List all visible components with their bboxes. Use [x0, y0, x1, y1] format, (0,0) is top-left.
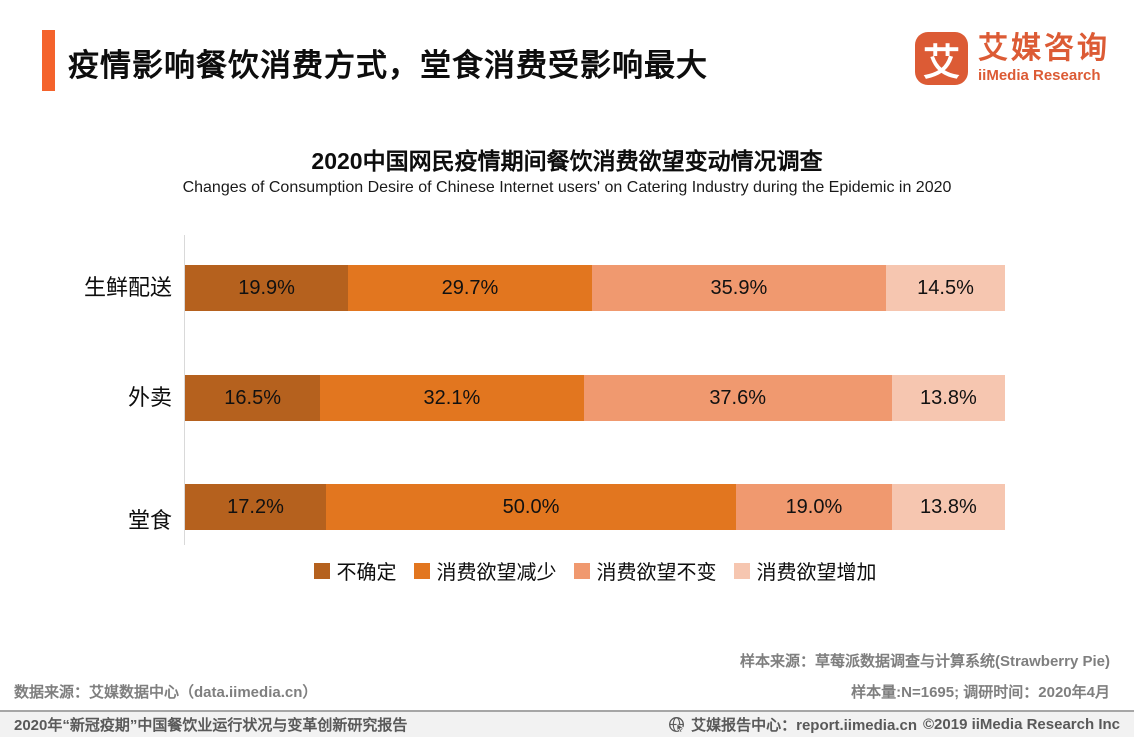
data-source-text: 数据来源：艾媒数据中心（data.iimedia.cn）	[14, 684, 318, 701]
plot-area: 19.9% 29.7% 35.9% 14.5% 16.5% 32.1% 37.6% 13.8%…	[184, 235, 1005, 545]
page-title: 疫情影响餐饮消费方式，堂食消费受影响最大	[68, 48, 708, 83]
legend-label: 消费欲望不变	[596, 562, 717, 584]
report-center-text: 艾媒报告中心：report.iimedia.cn	[691, 717, 917, 734]
bar-row: 19.9% 29.7% 35.9% 14.5%	[185, 265, 1005, 311]
report-title-text: 2020年“新冠疫期”中国餐饮业运行状况与变革创新研究报告	[14, 717, 408, 734]
sample-source-text: 样本来源：草莓派数据调查与计算系统(Strawberry Pie)	[739, 653, 1110, 670]
bar-segment: 35.9%	[591, 265, 887, 311]
title-accent-bar	[42, 30, 55, 91]
iimedia-logo-icon: 艾	[915, 32, 968, 85]
globe-cursor-icon	[668, 716, 685, 733]
logo-name-cn: 艾媒咨询	[978, 32, 1110, 66]
copyright-text: ©2019 iiMedia Research Inc	[923, 716, 1120, 733]
legend-swatch-icon	[313, 562, 330, 579]
bar-segment: 13.8%	[891, 484, 1005, 530]
chart-body: 19.9% 29.7% 35.9% 14.5% 16.5% 32.1% 37.6% 13.8%…	[0, 235, 1010, 545]
bar-segment: 19.9%	[185, 265, 349, 311]
chart-subtitle: Changes of Consumption Desire of Chinese…	[182, 179, 952, 196]
bar-segment: 29.7%	[348, 265, 592, 311]
bar-segment: 19.0%	[736, 484, 892, 530]
legend-item: 消费欲望减少	[413, 556, 557, 585]
bar-segment: 14.5%	[886, 265, 1005, 311]
legend-swatch-icon	[733, 562, 750, 579]
bar-segment: 13.8%	[891, 375, 1005, 421]
bar-segment: 32.1%	[320, 375, 584, 421]
bottom-bar: 2020年“新冠疫期”中国餐饮业运行状况与变革创新研究报告 艾媒报告中心：rep…	[0, 710, 1134, 737]
bar-row: 16.5% 32.1% 37.6% 13.8%	[185, 375, 1005, 421]
category-label: 外卖	[127, 385, 172, 410]
bar-segment: 16.5%	[185, 375, 321, 421]
chart-legend: 不确定 消费欲望减少 消费欲望不变 消费欲望增加	[185, 556, 1005, 585]
category-label: 生鲜配送	[83, 275, 172, 300]
legend-swatch-icon	[413, 562, 430, 579]
sample-info-text: 样本量:N=1695; 调研时间：2020年4月	[851, 684, 1110, 701]
legend-swatch-icon	[573, 562, 590, 579]
legend-label: 不确定	[336, 562, 397, 584]
legend-item: 不确定	[313, 556, 397, 585]
logo-text: 艾媒咨询 iiMedia Research	[978, 33, 1110, 83]
logo-name-en: iiMedia Research	[978, 66, 1101, 84]
iimedia-logo: 艾 艾媒咨询 iiMedia Research	[915, 32, 1110, 85]
chart-title: 2020中国网民疫情期间餐饮消费欲望变动情况调查	[311, 148, 823, 174]
category-label: 堂食	[127, 508, 172, 533]
legend-label: 消费欲望增加	[756, 562, 877, 584]
bar-segment: 17.2%	[185, 484, 327, 530]
legend-item: 消费欲望不变	[573, 556, 717, 585]
legend-item: 消费欲望增加	[733, 556, 877, 585]
report-center-block: 艾媒报告中心：report.iimedia.cn ©2019 iiMedia R…	[668, 714, 1120, 735]
legend-label: 消费欲望减少	[436, 562, 557, 584]
bar-row: 17.2% 50.0% 19.0% 13.8%	[185, 484, 1005, 530]
bar-segment: 50.0%	[326, 484, 737, 530]
bar-segment: 37.6%	[583, 375, 892, 421]
